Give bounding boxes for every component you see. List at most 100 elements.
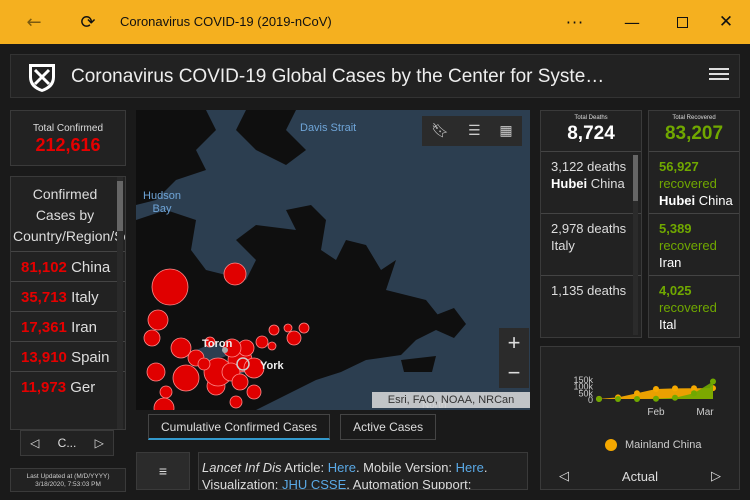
- qr-code-icon[interactable]: ▦: [499, 123, 513, 139]
- pager-prev-icon[interactable]: ◁: [30, 436, 40, 450]
- chart-legend[interactable]: Mainland China: [605, 439, 701, 451]
- chart-point[interactable]: [596, 396, 602, 402]
- chart-next-icon[interactable]: ▷: [710, 468, 721, 483]
- article-link[interactable]: Here: [327, 460, 356, 475]
- country-list-heading: Confirmed Cases by Country/Region/Sovere…: [13, 186, 125, 244]
- country-count: 81,102: [21, 259, 67, 276]
- tab-cumulative-confirmed[interactable]: Cumulative Confirmed Cases: [148, 414, 331, 440]
- chart-point[interactable]: [672, 385, 678, 392]
- country-row[interactable]: 81,102 China: [11, 251, 125, 281]
- last-updated-value: 3/18/2020, 7:53:03 PM: [35, 481, 101, 488]
- cases-chart-panel: 150k 100k 50k 0 Feb Mar Mainland China ◁ Actu…: [540, 346, 740, 490]
- deaths-country: China: [590, 176, 625, 191]
- chart-point[interactable]: [634, 390, 640, 397]
- x-tick-label: Mar: [696, 407, 714, 418]
- list-icon[interactable]: ☰: [467, 123, 481, 139]
- more-options-button[interactable]: ···: [565, 12, 585, 32]
- deaths-count: 1,135 deaths: [551, 283, 627, 298]
- total-recovered-panel[interactable]: Total Recovered 83,207 56,927 recovered Hu…: [648, 110, 740, 338]
- last-updated-panel: Last Updated at (M/D/YYYY) 3/18/2020, 7:…: [10, 468, 126, 492]
- mobile-prefix: . Mobile Version:: [355, 460, 456, 475]
- deaths-row[interactable]: 1,135 deaths: [541, 275, 641, 337]
- recovered-row[interactable]: 56,927 recovered Hubei China: [649, 151, 739, 213]
- chart-point[interactable]: [615, 395, 621, 402]
- minimize-button[interactable]: —: [624, 12, 640, 32]
- cases-map[interactable]: Davis Strait Hudson Bay Toron York North…: [136, 110, 530, 410]
- last-updated-label: Last Updated at (M/D/YYYY): [26, 473, 110, 480]
- map-label-toronto: Toron: [202, 338, 233, 350]
- back-arrow-icon[interactable]: ←: [26, 11, 42, 33]
- zoom-out-button[interactable]: −: [507, 360, 521, 385]
- map-attribution: Esri, FAO, NOAA, NRCan: [372, 392, 530, 408]
- recovered-word: recovered: [659, 300, 717, 315]
- recovered-country: Ital: [659, 317, 677, 332]
- tab-active-cases[interactable]: Active Cases: [340, 414, 437, 440]
- total-confirmed-panel: Total Confirmed 212,616: [10, 110, 126, 166]
- refresh-icon[interactable]: ⟳: [80, 11, 96, 33]
- country-list-scrollbar[interactable]: [117, 177, 123, 429]
- viz-prefix: Visualization:: [202, 477, 282, 490]
- zoom-controls: + −: [499, 328, 529, 388]
- deaths-row[interactable]: 3,122 deaths Hubei China: [541, 151, 641, 213]
- close-button[interactable]: ✕: [718, 12, 734, 32]
- page-title: Coronavirus COVID-19 Global Cases by the…: [71, 66, 605, 87]
- case-bubbles[interactable]: [143, 262, 310, 410]
- recovered-word: recovered: [659, 176, 717, 191]
- total-confirmed-value: 212,616: [35, 135, 101, 155]
- recovered-word: recovered: [659, 238, 717, 253]
- pager-label[interactable]: C...: [57, 436, 77, 450]
- chart-point[interactable]: [672, 394, 678, 401]
- jhu-csse-link[interactable]: JHU CSSE: [281, 477, 347, 490]
- chart-point[interactable]: [710, 378, 716, 385]
- recovered-row[interactable]: 5,389 recovered Iran: [649, 213, 739, 275]
- recovered-place: Hubei: [659, 193, 696, 208]
- recovered-row[interactable]: 4,025 recovered Ital: [649, 275, 739, 337]
- info-list-button[interactable]: ≡: [136, 452, 190, 490]
- chart-point[interactable]: [653, 386, 659, 392]
- y-tick-label: 50k: [578, 388, 593, 398]
- total-confirmed-label: Total Confirmed: [32, 123, 104, 134]
- chart-nav-label[interactable]: Actual: [621, 468, 659, 484]
- total-deaths-value: 8,724: [567, 123, 615, 144]
- chart-point[interactable]: [691, 390, 697, 397]
- legend-swatch: [605, 439, 617, 451]
- recovered-count: 5,389: [659, 221, 692, 236]
- recovered-country: China: [698, 193, 733, 208]
- deaths-country: Italy: [551, 238, 575, 253]
- maximize-icon: [676, 16, 688, 28]
- country-count: 11,973: [21, 379, 67, 396]
- country-name: Ger: [70, 379, 96, 396]
- deaths-row[interactable]: 2,978 deaths Italy: [541, 213, 641, 275]
- hamburger-menu-icon[interactable]: [709, 65, 729, 85]
- article-prefix: Article:: [281, 460, 328, 475]
- deaths-place: Hubei: [551, 176, 588, 191]
- map-label-davis-strait: Davis Strait: [300, 122, 357, 134]
- chart-prev-icon[interactable]: ◁: [559, 468, 569, 483]
- country-row[interactable]: 11,973 Ger: [11, 371, 125, 401]
- chart-series-area[interactable]: [599, 381, 713, 399]
- total-deaths-panel[interactable]: Total Deaths 8,724 3,122 deaths Hubei Chi…: [540, 110, 642, 338]
- country-row[interactable]: 17,361 Iran: [11, 311, 125, 341]
- country-row[interactable]: 35,713 Italy: [11, 281, 125, 311]
- map-tabs: Cumulative Confirmed Cases Active Cases: [148, 414, 446, 440]
- country-count: 13,910: [21, 349, 67, 366]
- bookmark-icon[interactable]: 🔖︎: [431, 123, 450, 139]
- zoom-in-button[interactable]: +: [507, 330, 521, 355]
- pager-next-icon[interactable]: ▷: [94, 436, 104, 450]
- window-titlebar: ← ⟳ Coronavirus COVID-19 (2019-nCoV) ···…: [0, 0, 750, 44]
- deaths-scrollbar[interactable]: [633, 155, 638, 335]
- mobile-link[interactable]: Here: [455, 460, 484, 475]
- y-tick-label: 100k: [573, 382, 593, 392]
- chart-point[interactable]: [653, 395, 659, 402]
- legend-label: Mainland China: [625, 439, 702, 451]
- deaths-count: 2,978 deaths: [551, 221, 627, 236]
- country-name: Spain: [71, 349, 110, 366]
- total-deaths-label: Total Deaths: [574, 115, 608, 121]
- country-list-panel[interactable]: Confirmed Cases by Country/Region/Sovere…: [10, 176, 126, 430]
- chart-point[interactable]: [634, 395, 640, 402]
- country-row[interactable]: 13,910 Spain: [11, 341, 125, 371]
- chart-point[interactable]: [691, 385, 697, 392]
- maximize-button[interactable]: [662, 0, 702, 44]
- map-canvas: [136, 110, 466, 410]
